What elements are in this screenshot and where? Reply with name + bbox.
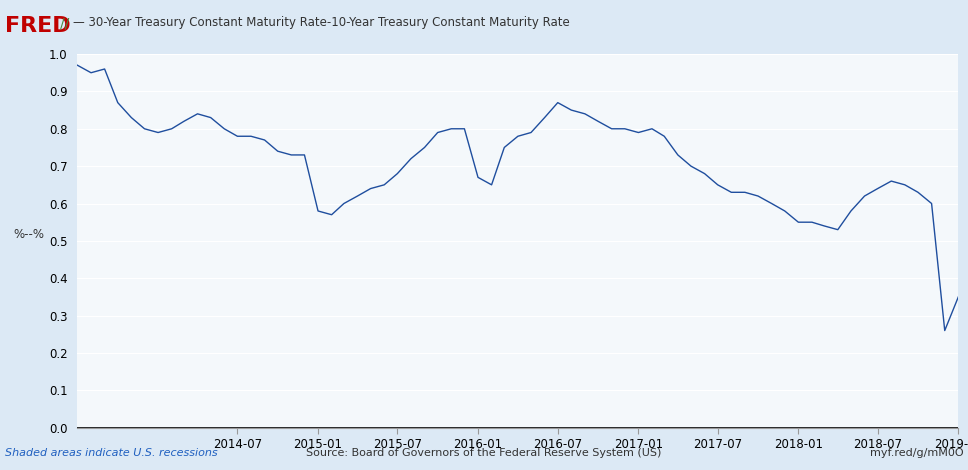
Y-axis label: %--%: %--% xyxy=(14,228,45,241)
Text: FRED: FRED xyxy=(5,16,71,37)
Text: myf.red/g/mM0O: myf.red/g/mM0O xyxy=(869,448,963,458)
Text: //: // xyxy=(60,16,70,31)
Text: — 30-Year Treasury Constant Maturity Rate-10-Year Treasury Constant Maturity Rat: — 30-Year Treasury Constant Maturity Rat… xyxy=(73,16,569,30)
Text: Shaded areas indicate U.S. recessions: Shaded areas indicate U.S. recessions xyxy=(5,448,218,458)
Text: Source: Board of Governors of the Federal Reserve System (US): Source: Board of Governors of the Federa… xyxy=(306,448,662,458)
